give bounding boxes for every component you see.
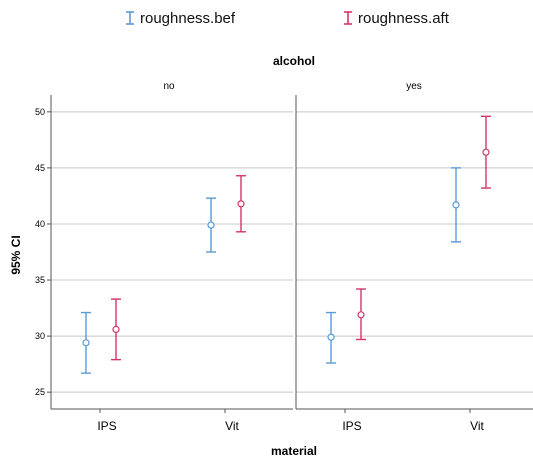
x-axis-title: material	[271, 444, 317, 458]
legend-item-roughness-aft: roughness.aft	[344, 10, 450, 27]
errorbar-roughness-aft-no-IPS	[111, 298, 121, 361]
x-tick-label: Vit	[225, 419, 239, 433]
y-axis-title: 95% CI	[9, 235, 23, 274]
errorbar-roughness-bef-yes-Vit	[451, 167, 461, 243]
facet-title: alcohol	[273, 54, 315, 68]
mean-point	[482, 148, 490, 156]
x-tick-label: Vit	[470, 419, 484, 433]
errorbar-roughness-aft-no-Vit	[236, 175, 246, 233]
y-tick-label: 35	[35, 275, 45, 285]
legend: roughness.bef roughness.aft	[126, 10, 450, 27]
errorbar-roughness-bef-no-Vit	[206, 197, 216, 253]
mean-point	[327, 333, 335, 341]
data-marks	[81, 115, 491, 374]
mean-point	[357, 311, 365, 319]
x-tick-label: IPS	[342, 419, 361, 433]
y-tick-label: 30	[35, 331, 45, 341]
panel-no: no	[50, 81, 293, 410]
y-tick-label: 40	[35, 219, 45, 229]
y-tick-label: 45	[35, 163, 45, 173]
legend-item-roughness-bef: roughness.bef	[126, 10, 236, 27]
mean-point	[237, 200, 245, 208]
x-axis: IPS Vit IPS Vit	[97, 409, 485, 433]
y-axis: 25 30 35 40 45 50	[35, 107, 51, 397]
errorbar-roughness-bef-yes-IPS	[326, 311, 336, 364]
panel-label: yes	[406, 81, 422, 92]
y-tick-label: 25	[35, 387, 45, 397]
x-tick-label: IPS	[97, 419, 116, 433]
errorbar-roughness-aft-yes-IPS	[356, 288, 366, 341]
legend-label: roughness.aft	[358, 10, 450, 27]
panel-label: no	[163, 81, 175, 92]
errorbar-roughness-bef-no-IPS	[81, 311, 91, 374]
mean-point	[112, 325, 120, 333]
mean-point	[452, 201, 460, 209]
panel-yes: yes	[295, 81, 533, 410]
errorbar-roughness-aft-yes-Vit	[481, 115, 491, 189]
mean-point	[82, 339, 90, 347]
y-tick-label: 50	[35, 107, 45, 117]
plot-panels: no yes	[50, 81, 533, 410]
mean-point	[207, 221, 215, 229]
legend-label: roughness.bef	[140, 10, 236, 27]
